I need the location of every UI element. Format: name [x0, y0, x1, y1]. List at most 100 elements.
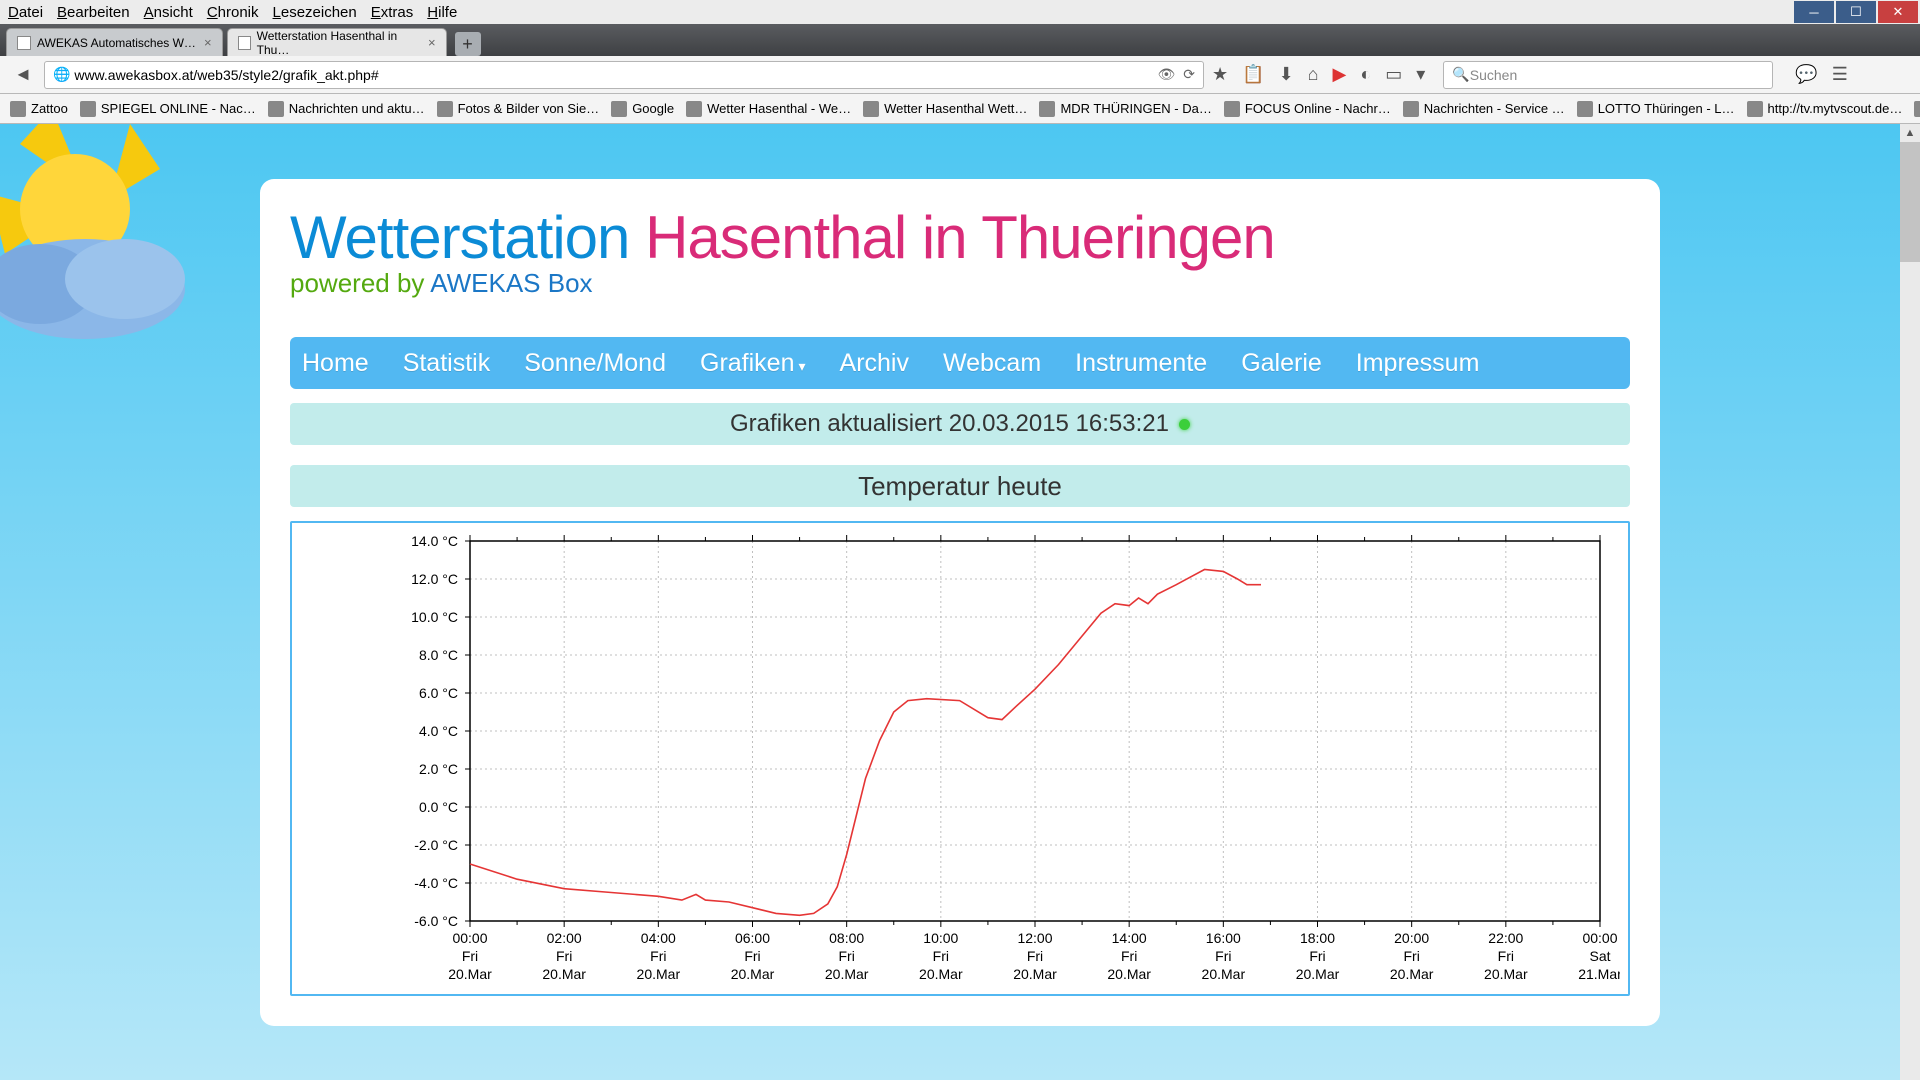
bookmark-favicon: [268, 101, 284, 117]
weather-sun-icon: [0, 124, 230, 374]
window-minimize-button[interactable]: ─: [1794, 1, 1834, 23]
bookmark-favicon: [1224, 101, 1240, 117]
bookmark-item[interactable]: AWEKAS Automatisch…: [1914, 101, 1920, 117]
menu-lesezeichen[interactable]: Lesezeichen: [273, 4, 357, 21]
nav-instrumente[interactable]: Instrumente: [1075, 349, 1207, 378]
clipboard-icon[interactable]: 📋: [1242, 64, 1264, 85]
nav-sonnemond[interactable]: Sonne/Mond: [524, 349, 666, 378]
vertical-scrollbar[interactable]: ▲: [1900, 124, 1920, 1080]
svg-text:14:00: 14:00: [1112, 930, 1147, 946]
svg-text:Fri: Fri: [650, 948, 666, 964]
bookmark-item[interactable]: LOTTO Thüringen - L…: [1577, 101, 1735, 117]
svg-text:Fri: Fri: [462, 948, 478, 964]
nav-impressum[interactable]: Impressum: [1356, 349, 1480, 378]
globe-icon: 🌐: [53, 66, 70, 83]
chat-icon[interactable]: 💬: [1795, 64, 1817, 85]
tab-close-icon[interactable]: ×: [428, 35, 436, 50]
bookmark-item[interactable]: Google: [611, 101, 674, 117]
bookmark-label: SPIEGEL ONLINE - Nac…: [101, 101, 256, 116]
bookmark-item[interactable]: Zattoo: [10, 101, 68, 117]
window-close-button[interactable]: ✕: [1878, 1, 1918, 23]
menu-extras[interactable]: Extras: [371, 4, 414, 21]
window-maximize-button[interactable]: ☐: [1836, 1, 1876, 23]
star-icon[interactable]: ★: [1212, 64, 1228, 85]
nav-grafiken[interactable]: Grafiken▾: [700, 349, 806, 378]
bookmark-item[interactable]: Nachrichten - Service …: [1403, 101, 1565, 117]
reload-icon[interactable]: ⟳: [1183, 66, 1195, 83]
svg-text:Fri: Fri: [1027, 948, 1043, 964]
svg-text:02:00: 02:00: [547, 930, 582, 946]
svg-text:Fri: Fri: [556, 948, 572, 964]
svg-text:14.0 °C: 14.0 °C: [411, 533, 458, 549]
menu-chronik[interactable]: Chronik: [207, 4, 259, 21]
svg-text:4.0 °C: 4.0 °C: [419, 723, 458, 739]
svg-text:20.Mar: 20.Mar: [825, 966, 869, 981]
svg-text:6.0 °C: 6.0 °C: [419, 685, 458, 701]
url-field[interactable]: 🌐 www.awekasbox.at/web35/style2/grafik_a…: [44, 61, 1204, 89]
menu-datei[interactable]: Datei: [8, 4, 43, 21]
svg-text:-6.0 °C: -6.0 °C: [414, 913, 458, 929]
chevron-down-icon[interactable]: ▾: [1416, 64, 1425, 85]
home-icon[interactable]: ⌂: [1308, 64, 1319, 85]
extension-icon[interactable]: ◐: [1360, 64, 1371, 85]
bookmark-label: MDR THÜRINGEN - Da…: [1060, 101, 1211, 116]
bookmark-item[interactable]: Fotos & Bilder von Sie…: [437, 101, 600, 117]
reader-icon[interactable]: 👁: [1157, 66, 1175, 83]
page-viewport: Wetterstation Hasenthal in Thueringen po…: [0, 124, 1920, 1080]
svg-text:16:00: 16:00: [1206, 930, 1241, 946]
bookmark-favicon: [1039, 101, 1055, 117]
bookmark-favicon: [1914, 101, 1920, 117]
browser-tab[interactable]: Wetterstation Hasenthal in Thu…×: [227, 28, 447, 56]
browser-tab[interactable]: AWEKAS Automatisches W…×: [6, 28, 223, 56]
menu-bearbeiten[interactable]: Bearbeiten: [57, 4, 130, 21]
favicon: [17, 36, 31, 50]
status-bar: Grafiken aktualisiert 20.03.2015 16:53:2…: [290, 403, 1630, 445]
back-button[interactable]: ◄: [10, 62, 36, 88]
search-field[interactable]: 🔍 Suchen: [1443, 61, 1773, 89]
bookmark-label: http://tv.mytvscout.de…: [1768, 101, 1903, 116]
chart-title-text: Temperatur heute: [858, 471, 1062, 502]
nav-home[interactable]: Home: [302, 349, 369, 378]
bookmark-label: Fotos & Bilder von Sie…: [458, 101, 600, 116]
bookmark-favicon: [686, 101, 702, 117]
menu-hilfe[interactable]: Hilfe: [427, 4, 457, 21]
svg-text:Fri: Fri: [1309, 948, 1325, 964]
bookmark-favicon: [611, 101, 627, 117]
svg-text:00:00: 00:00: [452, 930, 487, 946]
bookmark-item[interactable]: Nachrichten und aktu…: [268, 101, 425, 117]
download-icon[interactable]: ⬇: [1279, 64, 1294, 85]
bookmark-item[interactable]: http://tv.mytvscout.de…: [1747, 101, 1903, 117]
svg-text:20:00: 20:00: [1394, 930, 1429, 946]
youtube-icon[interactable]: ▶: [1333, 64, 1347, 85]
tab-close-icon[interactable]: ×: [204, 35, 212, 50]
nav-archiv[interactable]: Archiv: [840, 349, 909, 378]
svg-text:8.0 °C: 8.0 °C: [419, 647, 458, 663]
bookmark-item[interactable]: Wetter Hasenthal - We…: [686, 101, 851, 117]
scroll-thumb[interactable]: [1900, 142, 1920, 262]
menu-icon[interactable]: ☰: [1832, 64, 1848, 85]
temperature-chart: -6.0 °C-4.0 °C-2.0 °C0.0 °C2.0 °C4.0 °C6…: [300, 531, 1620, 981]
bookmark-label: FOCUS Online - Nachr…: [1245, 101, 1391, 116]
svg-text:Fri: Fri: [1404, 948, 1420, 964]
scroll-up-arrow[interactable]: ▲: [1900, 124, 1920, 142]
battery-icon[interactable]: ▭: [1385, 64, 1402, 85]
status-text: Grafiken aktualisiert 20.03.2015 16:53:2…: [730, 410, 1169, 438]
bookmark-favicon: [10, 101, 26, 117]
svg-text:Fri: Fri: [1215, 948, 1231, 964]
bookmark-item[interactable]: MDR THÜRINGEN - Da…: [1039, 101, 1211, 117]
menu-ansicht[interactable]: Ansicht: [144, 4, 193, 21]
nav-statistik[interactable]: Statistik: [403, 349, 491, 378]
bookmark-item[interactable]: Wetter Hasenthal Wett…: [863, 101, 1027, 117]
bookmark-label: Zattoo: [31, 101, 68, 116]
svg-text:18:00: 18:00: [1300, 930, 1335, 946]
nav-webcam[interactable]: Webcam: [943, 349, 1041, 378]
url-right-icons: 👁 ⟳: [1157, 66, 1195, 83]
bookmark-item[interactable]: FOCUS Online - Nachr…: [1224, 101, 1391, 117]
svg-text:06:00: 06:00: [735, 930, 770, 946]
svg-text:12.0 °C: 12.0 °C: [411, 571, 458, 587]
bookmark-favicon: [1747, 101, 1763, 117]
new-tab-button[interactable]: +: [455, 32, 481, 56]
nav-galerie[interactable]: Galerie: [1241, 349, 1322, 378]
bookmark-favicon: [863, 101, 879, 117]
bookmark-item[interactable]: SPIEGEL ONLINE - Nac…: [80, 101, 256, 117]
